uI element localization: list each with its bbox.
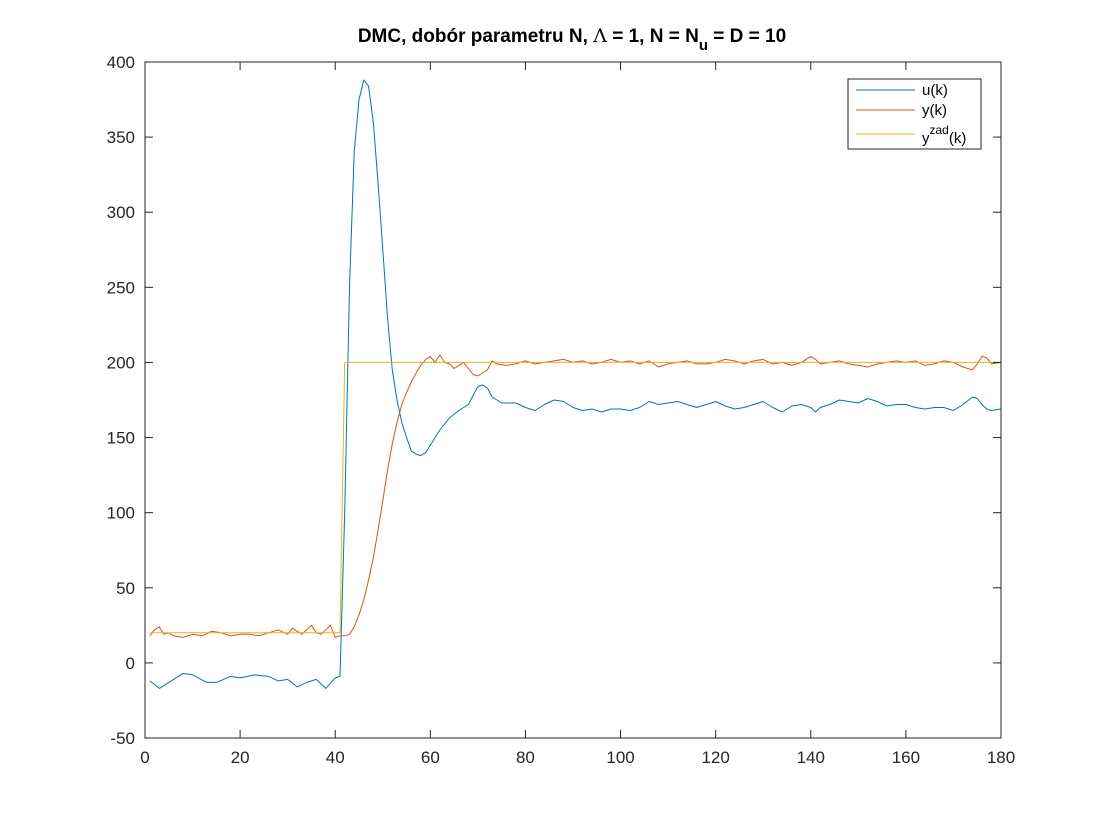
x-tick-label-0: 0 [140, 748, 149, 767]
x-tick-label-80: 80 [516, 748, 535, 767]
y-tick-label-50: 50 [116, 579, 135, 598]
x-tick-label-20: 20 [231, 748, 250, 767]
series-line-u [149, 79, 1002, 689]
y-tick-label-400: 400 [107, 53, 135, 72]
tick-layer: 0 20 40 60 80 100 120 140 160 180 -50 0 50 100 150 200 2… [107, 53, 1016, 767]
plot-area [145, 62, 1001, 738]
legend-label-u: u(k) [922, 82, 948, 99]
series-line-yzad [149, 361, 1001, 634]
x-tick-label-40: 40 [326, 748, 345, 767]
series-layer [149, 79, 1002, 689]
axes-box [144, 61, 1002, 739]
legend: u(k) y(k) yzad(k) [847, 78, 982, 150]
y-tick-label-300: 300 [107, 203, 135, 222]
y-tick-label-100: 100 [107, 504, 135, 523]
x-tick-label-160: 160 [892, 748, 920, 767]
x-tick-label-100: 100 [606, 748, 634, 767]
y-tick-label-0: 0 [126, 654, 135, 673]
chart-title: DMC, dobór parametru N, Λ = 1, N = Nu = … [358, 25, 786, 54]
y-tick-label--50: -50 [110, 729, 135, 748]
y-tick-label-350: 350 [107, 128, 135, 147]
y-tick-label-200: 200 [107, 353, 135, 372]
y-tick-label-150: 150 [107, 429, 135, 448]
x-tick-label-140: 140 [797, 748, 825, 767]
x-tick-label-120: 120 [701, 748, 729, 767]
x-tick-label-180: 180 [987, 748, 1015, 767]
x-tick-label-60: 60 [421, 748, 440, 767]
y-tick-label-250: 250 [107, 278, 135, 297]
legend-label-yzad: yzad(k) [922, 123, 966, 147]
legend-label-y: y(k) [922, 102, 947, 119]
legend-box [847, 78, 982, 150]
